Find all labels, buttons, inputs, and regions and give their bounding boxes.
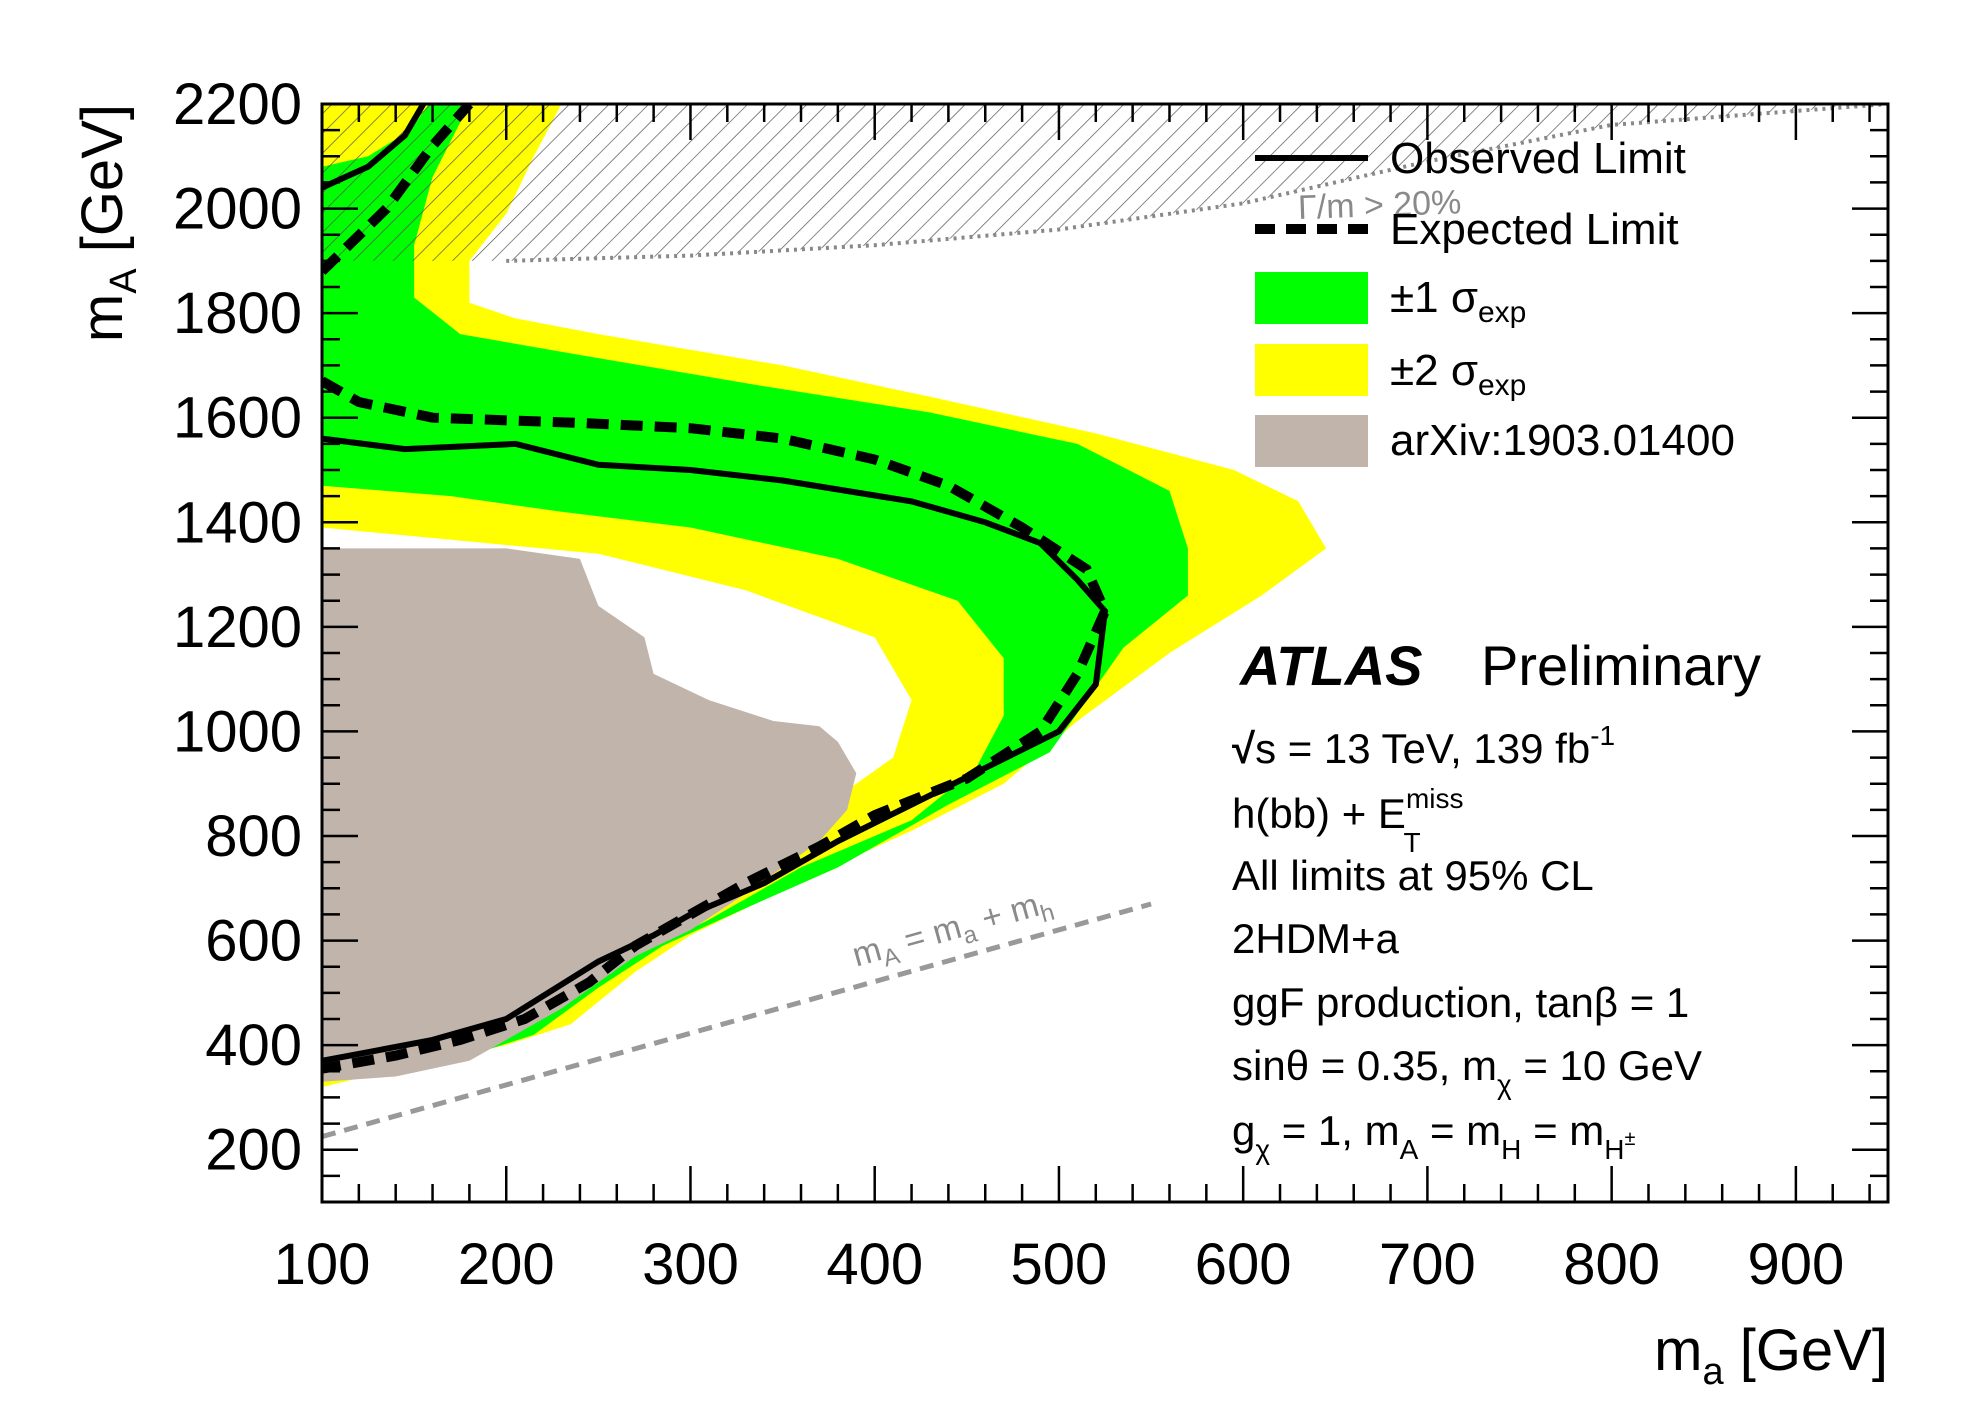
coupling-line: gχ = 1, mA = mH = mH± bbox=[1232, 1107, 1636, 1165]
band2-area bbox=[322, 104, 1327, 1087]
x-tick-label: 400 bbox=[826, 1232, 923, 1297]
legend-observed-label: Observed Limit bbox=[1390, 134, 1686, 183]
y-tick-label: 1600 bbox=[173, 386, 302, 451]
channel-line: h(bb) + Emiss T bbox=[1232, 783, 1463, 858]
legend-band1-swatch bbox=[1255, 272, 1368, 324]
legend: Observed Limit Expected Limit ±1 σexp ±2… bbox=[1255, 134, 1735, 467]
x-tick-label: 500 bbox=[1011, 1232, 1108, 1297]
y-tick-label: 1200 bbox=[173, 595, 302, 660]
plot-area bbox=[322, 104, 1888, 1140]
legend-expected-label: Expected Limit bbox=[1390, 205, 1679, 254]
production-line: ggF production, tanβ = 1 bbox=[1232, 979, 1689, 1026]
y-tick-label: 2000 bbox=[173, 177, 302, 242]
y-tick-label: 600 bbox=[205, 909, 302, 974]
legend-band2-swatch bbox=[1255, 344, 1368, 396]
axis-tick-labels: 100 200 300 400 500 600 700 800 900 200 400 600 800 1… bbox=[173, 72, 1844, 1297]
legend-band1-label: ±1 σexp bbox=[1390, 273, 1526, 329]
y-tick-label: 400 bbox=[205, 1013, 302, 1078]
observed-limit-line bbox=[322, 104, 1109, 1064]
y-tick-label: 1000 bbox=[173, 699, 302, 764]
y-tick-label: 1400 bbox=[173, 490, 302, 555]
y-tick-label: 2200 bbox=[173, 72, 302, 137]
legend-previous-swatch bbox=[1255, 415, 1368, 467]
info-box: ATLAS Preliminary √s = 13 TeV, 139 fb-1 … bbox=[1232, 634, 1761, 1165]
y-axis-title: mA [GeV] bbox=[70, 104, 145, 342]
x-tick-label: 300 bbox=[642, 1232, 739, 1297]
x-tick-label: 800 bbox=[1563, 1232, 1660, 1297]
x-tick-label: 600 bbox=[1195, 1232, 1292, 1297]
preliminary-label: Preliminary bbox=[1481, 634, 1761, 697]
x-axis-title: ma [GeV] bbox=[1654, 1318, 1888, 1393]
atlas-label: ATLAS bbox=[1238, 634, 1423, 697]
x-tick-label: 900 bbox=[1747, 1232, 1844, 1297]
kinematic-limit-line bbox=[322, 901, 1152, 1140]
width-annotation: Γ/m > 20% bbox=[1297, 183, 1462, 227]
mixing-line: sinθ = 0.35, mχ = 10 GeV bbox=[1232, 1042, 1702, 1100]
expected-limit-line bbox=[322, 104, 1111, 1074]
y-tick-label: 1800 bbox=[173, 281, 302, 346]
legend-band2-label: ±2 σexp bbox=[1390, 346, 1526, 402]
x-tick-label: 100 bbox=[274, 1232, 371, 1297]
axis-ticks bbox=[320, 102, 1888, 1204]
cl-line: All limits at 95% CL bbox=[1232, 852, 1594, 899]
kinematic-annotation: mA = ma + mh bbox=[848, 882, 1057, 980]
legend-previous-label: arXiv:1903.01400 bbox=[1390, 416, 1735, 465]
y-tick-label: 200 bbox=[205, 1118, 302, 1183]
energy-line: √s = 13 TeV, 139 fb-1 bbox=[1232, 720, 1615, 772]
model-line: 2HDM+a bbox=[1232, 915, 1400, 962]
width-region-hatch bbox=[322, 104, 1888, 261]
y-tick-label: 800 bbox=[205, 804, 302, 869]
previous-result-area bbox=[322, 548, 857, 1082]
x-tick-label: 200 bbox=[458, 1232, 555, 1297]
x-tick-label: 700 bbox=[1379, 1232, 1476, 1297]
